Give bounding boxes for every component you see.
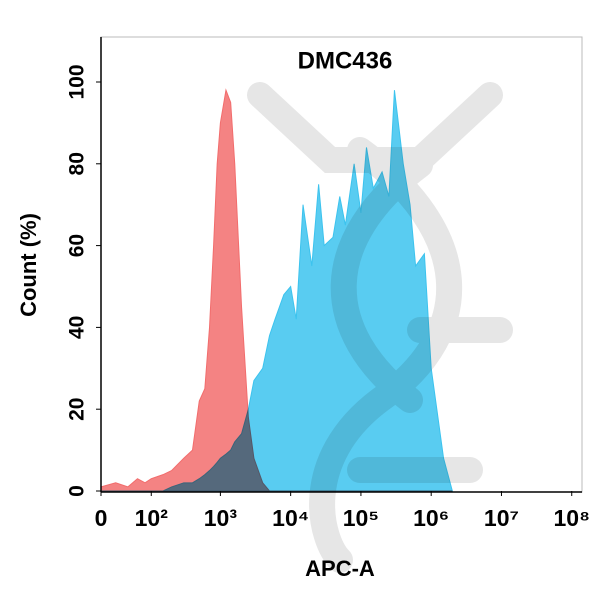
y-tick-label: 40 xyxy=(66,316,89,339)
x-tick-label: 10⁴ xyxy=(272,505,309,531)
x-tick-label: 10⁵ xyxy=(343,505,379,531)
x-tick-label: 0 xyxy=(95,505,108,531)
area-series xyxy=(101,90,453,492)
x-tick-label: 10³ xyxy=(204,505,238,531)
x-tick-label: 10⁷ xyxy=(484,505,519,531)
x-tick-label: 10⁶ xyxy=(413,505,449,531)
x-axis-label: APC-A xyxy=(305,556,375,581)
y-tick-label: 100 xyxy=(66,64,89,99)
x-tick-label: 10² xyxy=(135,505,169,531)
y-tick-label: 20 xyxy=(66,398,89,421)
chart-title: DMC436 xyxy=(298,47,393,74)
y-axis-label: Count (%) xyxy=(16,213,41,317)
x-tick-label: 10⁸ xyxy=(553,505,589,531)
y-tick-label: 60 xyxy=(66,234,89,257)
y-tick-label: 0 xyxy=(66,485,89,497)
y-tick-label: 80 xyxy=(66,152,89,175)
